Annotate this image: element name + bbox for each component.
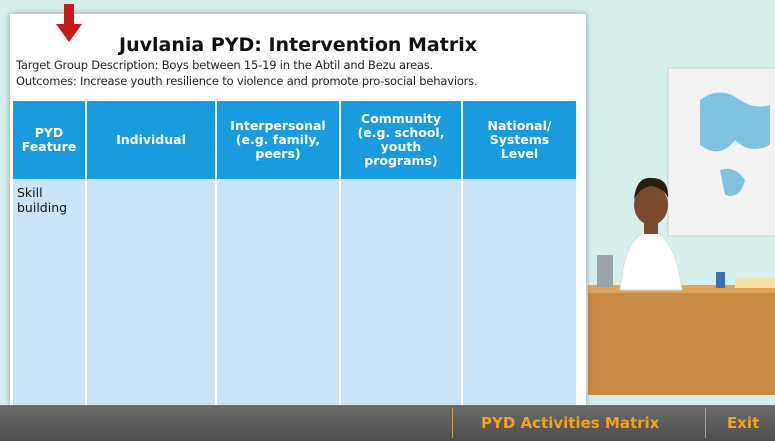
- nav-button[interactable]: Exit: [727, 414, 760, 432]
- pen-cup: [716, 272, 725, 288]
- matrix-cell: [340, 179, 463, 405]
- arrow-head: [56, 24, 82, 42]
- description: Outcomes: Increase youth resilience to v…: [16, 74, 478, 88]
- matrix-card: Juvlania PYD: Intervention Matrix Target…: [10, 4, 586, 405]
- map: [700, 92, 770, 152]
- desk: [588, 290, 775, 395]
- header-cell: National/ Systems Level: [462, 101, 578, 179]
- nav-button[interactable]: PYD Activities Matrix: [481, 414, 660, 432]
- matrix-cell: [86, 179, 217, 405]
- matrix-cell: [462, 179, 578, 405]
- matrix-cell: [216, 179, 341, 405]
- books: [735, 278, 775, 288]
- header-cell: Individual: [86, 101, 217, 179]
- description: Target Group Description: Boys between 1…: [16, 58, 434, 72]
- head: [634, 185, 668, 225]
- matrix-table: PYD Feature Individual Interpersonal (e.…: [13, 101, 578, 405]
- hair: [634, 177, 669, 200]
- bottom-bar: PYD Activities Matrix Exit: [0, 405, 775, 441]
- separator: [452, 408, 453, 438]
- pointer-arrow: [56, 4, 82, 42]
- row-label: Skill building: [13, 179, 87, 405]
- header-row: PYD Feature Individual Interpersonal (e.…: [13, 101, 578, 179]
- header-cell: Interpersonal (e.g. family, peers): [216, 101, 341, 179]
- laptop: [597, 255, 613, 287]
- title: Juvlania PYD: Intervention Matrix: [119, 34, 477, 56]
- separator: [705, 408, 706, 438]
- row: Skill building: [13, 179, 578, 405]
- arrow-shaft: [64, 4, 74, 26]
- map: [720, 168, 745, 196]
- header-cell: PYD Feature: [13, 101, 87, 179]
- header-cell: Community (e.g. school, youth programs): [340, 101, 463, 179]
